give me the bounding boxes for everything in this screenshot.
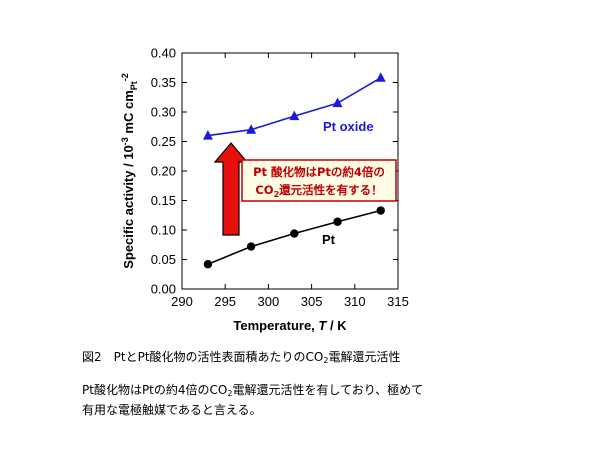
x-tick-label: 295: [214, 294, 236, 309]
annotation-line-2: CO2還元活性を有する！: [255, 183, 382, 199]
summary-line-1: Pt酸化物はPtの約4倍のCO2電解還元活性を有しており、極めて: [82, 383, 424, 398]
y-tick-label: 0.20: [151, 164, 176, 179]
data-point: [333, 217, 342, 226]
data-point: [375, 72, 386, 82]
axis-tick-labels: 0.00 0.05 0.10 0.15 0.20 0.25 0.30 0.35 0.40 290 2…: [151, 46, 409, 310]
series-label-pt: Pt: [322, 232, 336, 247]
data-point: [289, 110, 300, 121]
y-tick-label: 0.30: [151, 105, 176, 120]
data-point: [376, 206, 385, 215]
series-pt-oxide: [202, 72, 386, 140]
y-tick-label: 0.15: [151, 193, 176, 208]
y-tick-label: 0.10: [151, 223, 176, 238]
x-tick-label: 310: [344, 294, 366, 309]
annotation-line-1: Pt 酸化物はPtの約4倍の: [253, 165, 385, 179]
summary-line-2: 有用な電極触媒であると言える。: [82, 403, 262, 417]
y-axis-label: Specific activity / 10-3 mC cmPt-2: [120, 73, 139, 269]
x-tick-label: 290: [171, 294, 193, 309]
x-tick-label: 300: [258, 294, 280, 309]
annotation-box: [241, 159, 397, 202]
y-tick-label: 0.00: [151, 282, 176, 297]
y-tick-label: 0.05: [151, 252, 176, 267]
x-axis-label: Temperature, T / K: [233, 318, 347, 333]
y-tick-label: 0.25: [151, 134, 176, 149]
chart: 0.00 0.05 0.10 0.15 0.20 0.25 0.30 0.35 0.40 290 2…: [120, 46, 409, 334]
x-tick-label: 305: [301, 294, 323, 309]
figure-caption: 図2 PtとPt酸化物の活性表面積あたりのCO2電解還元活性: [82, 350, 401, 365]
data-point: [332, 97, 343, 108]
y-tick-label: 0.40: [151, 46, 176, 61]
data-point: [246, 124, 257, 134]
data-point: [290, 229, 299, 238]
y-tick-label: 0.35: [151, 75, 176, 90]
up-arrow: [213, 142, 249, 236]
data-point: [202, 130, 213, 140]
series-pt: [203, 206, 385, 269]
data-point: [246, 242, 256, 251]
series-label-pt-oxide: Pt oxide: [323, 119, 374, 134]
data-point: [203, 260, 213, 269]
x-tick-label: 315: [387, 294, 409, 309]
summary-text: Pt酸化物はPtの約4倍のCO2電解還元活性を有しており、極めて 有用な電極触媒…: [82, 380, 582, 420]
